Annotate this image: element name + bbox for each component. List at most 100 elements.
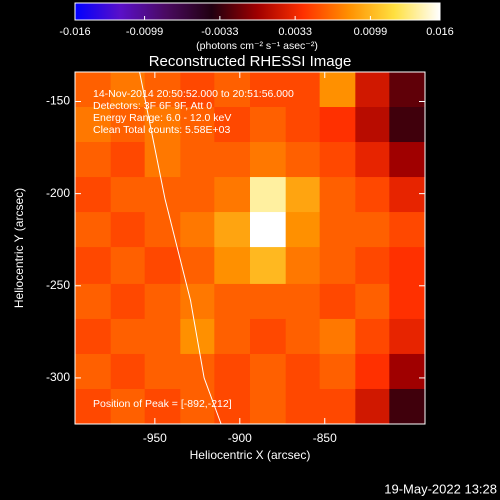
pixel <box>110 177 146 213</box>
pixel <box>214 353 251 390</box>
pixel <box>214 177 251 213</box>
pixel <box>180 318 215 355</box>
pixel <box>355 107 390 143</box>
pixel <box>319 388 356 425</box>
pixel <box>180 107 215 143</box>
pixel <box>214 247 251 285</box>
colorbar-tick-label: 0.0099 <box>354 26 388 38</box>
x-axis-label: Heliocentric X (arcsec) <box>190 448 311 462</box>
pixel <box>75 107 112 143</box>
pixel <box>214 283 251 320</box>
y-tick-label: -300 <box>46 370 70 384</box>
annotation: Clean Total counts: 5.58E+03 <box>93 124 230 136</box>
colorbar-label: (photons cm⁻² s⁻¹ asec⁻²) <box>196 40 318 52</box>
pixel <box>180 212 215 248</box>
pixel <box>250 247 287 285</box>
pixel <box>355 212 390 248</box>
pixel <box>110 107 146 143</box>
pixel <box>285 283 321 320</box>
pixel <box>319 107 356 143</box>
pixel <box>180 142 215 178</box>
pixel <box>75 388 112 425</box>
pixel <box>180 177 215 213</box>
colorbar-tick-label: 0.0033 <box>278 26 312 38</box>
pixel <box>285 177 321 213</box>
pixel <box>250 72 287 108</box>
pixel <box>180 247 215 285</box>
pixel <box>355 353 390 390</box>
peak-label: Position of Peak = [-892,-212] <box>93 398 232 410</box>
pixel <box>144 318 181 355</box>
annotation: 14-Nov-2014 20:50:52.000 to 20:51:56.000 <box>93 88 294 100</box>
pixel <box>110 283 146 320</box>
pixel <box>285 72 321 108</box>
pixel <box>319 353 356 390</box>
pixel <box>319 177 356 213</box>
pixel <box>355 388 390 425</box>
pixel <box>319 142 356 178</box>
pixel <box>250 353 287 390</box>
x-tick-label: -950 <box>143 431 167 445</box>
pixel <box>389 107 426 143</box>
pixel <box>389 177 426 213</box>
annotation: Detectors: 3F 6F 9F, Att 0 <box>93 100 212 112</box>
pixel <box>250 283 287 320</box>
pixel <box>319 72 356 108</box>
pixel <box>319 318 356 355</box>
pixel <box>355 247 390 285</box>
pixel <box>110 212 146 248</box>
colorbar <box>74 2 441 21</box>
pixel <box>214 72 251 108</box>
pixel <box>144 177 181 213</box>
pixel <box>389 247 426 285</box>
pixel <box>214 142 251 178</box>
pixel <box>250 212 287 248</box>
y-axis-label: Heliocentric Y (arcsec) <box>12 188 26 308</box>
pixel <box>75 72 112 108</box>
pixel <box>144 142 181 178</box>
y-tick-label: -150 <box>46 94 70 108</box>
x-tick-label: -850 <box>313 431 337 445</box>
pixel <box>180 353 215 390</box>
pixel <box>285 212 321 248</box>
pixel <box>110 353 146 390</box>
pixel <box>75 177 112 213</box>
pixel <box>144 72 181 108</box>
pixel <box>144 388 181 425</box>
pixel <box>355 142 390 178</box>
pixel <box>389 72 426 108</box>
pixel <box>144 107 181 143</box>
y-tick-label: -200 <box>46 186 70 200</box>
pixel <box>144 247 181 285</box>
pixel <box>214 388 251 425</box>
pixel <box>250 318 287 355</box>
annotation: Energy Range: 6.0 - 12.0 keV <box>93 112 231 124</box>
pixel <box>355 318 390 355</box>
pixel <box>389 353 426 390</box>
pixel <box>355 283 390 320</box>
pixel <box>355 72 390 108</box>
pixel <box>389 318 426 355</box>
pixel <box>144 212 181 248</box>
pixel <box>180 283 215 320</box>
pixel <box>250 388 287 425</box>
pixel <box>285 318 321 355</box>
pixel <box>285 388 321 425</box>
pixel <box>180 72 215 108</box>
pixel <box>214 212 251 248</box>
plot-frame <box>74 71 426 425</box>
pixel <box>389 283 426 320</box>
pixel <box>389 388 426 425</box>
pixel <box>389 142 426 178</box>
pixel <box>180 388 215 425</box>
colorbar-tick-label: -0.0033 <box>201 26 238 38</box>
pixel <box>285 107 321 143</box>
pixel <box>110 388 146 425</box>
pixel <box>144 353 181 390</box>
pixel <box>110 72 146 108</box>
pixel <box>389 212 426 248</box>
pixel <box>250 107 287 143</box>
pixel <box>75 212 112 248</box>
chart-title: Reconstructed RHESSI Image <box>149 53 352 70</box>
